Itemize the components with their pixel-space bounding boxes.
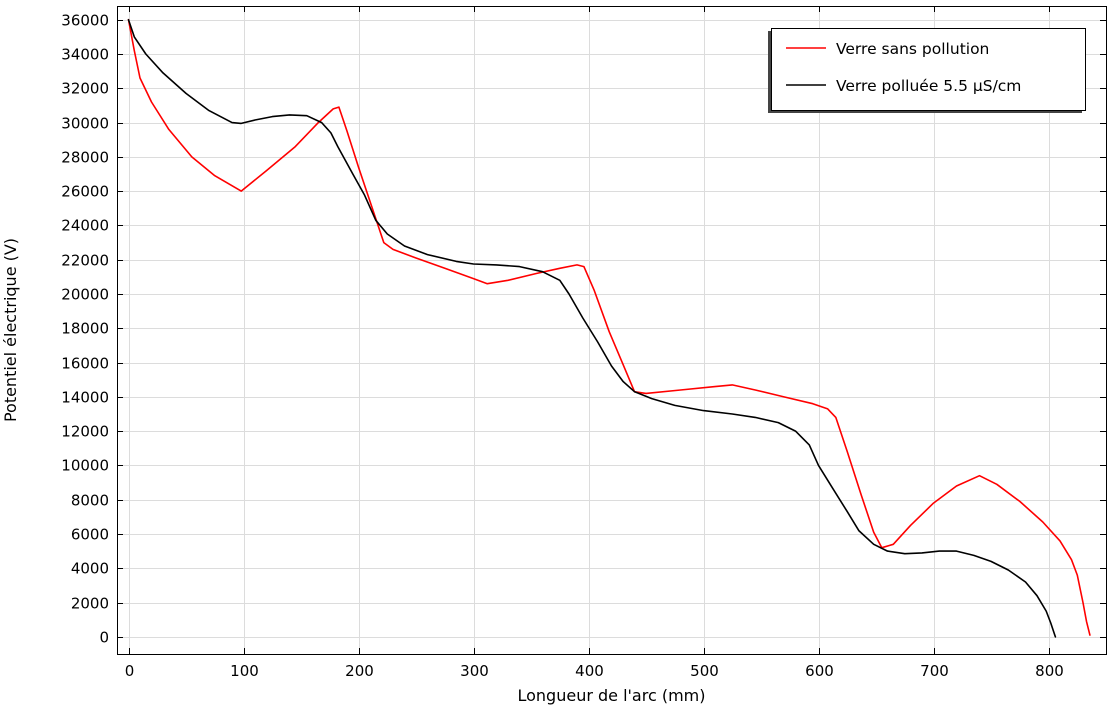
y-tick-label: 24000 bbox=[61, 217, 109, 235]
y-tick-label: 10000 bbox=[61, 457, 109, 475]
y-tick-label: 12000 bbox=[61, 423, 109, 441]
y-tick-label: 26000 bbox=[61, 183, 109, 201]
y-tick-label: 28000 bbox=[61, 149, 109, 167]
x-tick-label: 100 bbox=[230, 662, 259, 680]
ticks: 0 100 200 300 400 500 600 700 800020004000600080… bbox=[61, 6, 1106, 680]
y-tick-label: 36000 bbox=[61, 12, 109, 30]
x-tick-label: 300 bbox=[460, 662, 489, 680]
x-tick-label: 800 bbox=[1035, 662, 1064, 680]
series-lines bbox=[127, 18, 1091, 638]
y-tick-label: 18000 bbox=[61, 320, 109, 338]
y-tick-label: 14000 bbox=[61, 389, 109, 407]
legend: Verre sans pollution Verre polluée 5.5 µS… bbox=[768, 28, 1086, 113]
y-tick-label: 34000 bbox=[61, 46, 109, 64]
y-tick-label: 8000 bbox=[71, 492, 109, 510]
legend-box bbox=[771, 28, 1086, 111]
y-tick-label: 32000 bbox=[61, 80, 109, 98]
y-tick-label: 6000 bbox=[71, 526, 109, 544]
y-tick-label: 16000 bbox=[61, 355, 109, 373]
x-axis-title: Longueur de l'arc (mm) bbox=[517, 686, 705, 705]
y-tick-label: 30000 bbox=[61, 115, 109, 133]
x-tick-label: 400 bbox=[575, 662, 604, 680]
y-tick-label: 22000 bbox=[61, 252, 109, 270]
y-tick-label: 2000 bbox=[71, 595, 109, 613]
x-tick-label: 200 bbox=[345, 662, 374, 680]
y-tick-label: 0 bbox=[99, 629, 109, 647]
legend-label-1: Verre sans pollution bbox=[836, 40, 989, 58]
x-tick-label: 700 bbox=[920, 662, 949, 680]
x-tick-label: 0 bbox=[125, 662, 135, 680]
y-tick-label: 4000 bbox=[71, 560, 109, 578]
legend-entries: Verre sans pollution Verre polluée 5.5 µS… bbox=[786, 40, 1021, 95]
plot-frame bbox=[117, 6, 1107, 655]
series-line-1 bbox=[127, 18, 1091, 636]
series-line-2 bbox=[127, 18, 1057, 638]
legend-label-2: Verre polluée 5.5 µS/cm bbox=[836, 77, 1021, 95]
x-tick-label: 500 bbox=[690, 662, 719, 680]
y-axis-title: Potentiel électrique (V) bbox=[1, 238, 20, 422]
x-tick-label: 600 bbox=[805, 662, 834, 680]
y-tick-label: 20000 bbox=[61, 286, 109, 304]
